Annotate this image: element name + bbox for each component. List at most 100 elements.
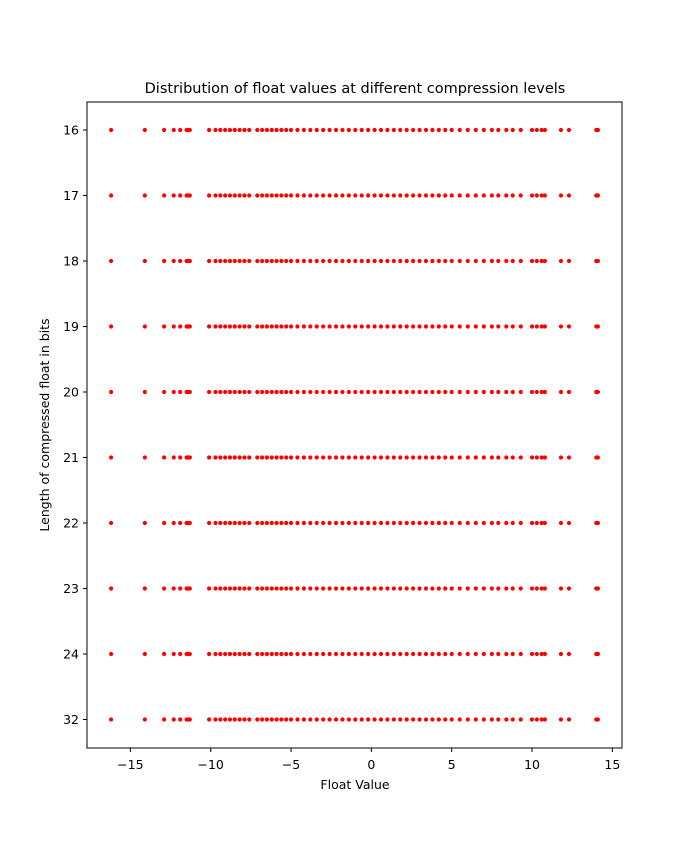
data-point <box>504 717 509 722</box>
x-tick-label: −10 <box>198 757 224 772</box>
data-point <box>366 389 371 395</box>
data-point <box>308 520 313 526</box>
data-point <box>207 389 212 395</box>
data-point <box>288 586 294 591</box>
data-point <box>260 389 265 395</box>
data-point <box>264 717 270 722</box>
data-point <box>288 127 294 133</box>
data-point <box>295 586 300 591</box>
data-point <box>449 586 454 591</box>
data-point <box>232 193 237 198</box>
data-point <box>366 258 371 264</box>
data-point <box>207 324 212 329</box>
data-point <box>142 586 147 591</box>
data-point <box>218 193 223 198</box>
data-point <box>473 258 478 264</box>
data-point <box>558 193 564 198</box>
data-point <box>227 258 233 264</box>
data-point <box>162 389 167 395</box>
y-tick-label: 19 <box>63 319 79 334</box>
data-point <box>595 127 601 133</box>
data-point <box>353 651 358 657</box>
data-point <box>372 258 377 264</box>
data-point <box>353 193 358 198</box>
data-point <box>449 717 454 722</box>
data-point <box>218 324 223 329</box>
data-point <box>359 717 364 722</box>
data-point <box>398 258 403 264</box>
data-point <box>187 455 192 460</box>
data-point <box>321 651 326 657</box>
data-point <box>213 455 218 460</box>
data-point <box>171 455 176 460</box>
data-point <box>542 455 547 460</box>
data-point <box>430 520 435 526</box>
y-tick-label: 17 <box>63 188 79 203</box>
data-point <box>496 455 501 460</box>
data-point <box>269 193 274 198</box>
data-point <box>237 651 242 657</box>
data-point <box>274 324 279 329</box>
data-point <box>539 455 544 460</box>
data-point <box>504 586 509 591</box>
data-point <box>465 717 470 722</box>
data-point <box>411 586 416 591</box>
data-point <box>255 389 260 395</box>
data-point <box>457 193 462 198</box>
data-point <box>279 127 284 133</box>
data-point <box>518 586 523 591</box>
data-point <box>207 193 212 198</box>
data-point <box>457 324 462 329</box>
data-point <box>247 520 252 526</box>
data-point <box>510 324 515 329</box>
data-point <box>274 717 279 722</box>
data-point <box>558 455 564 460</box>
data-point <box>108 324 114 329</box>
data-point <box>327 455 332 460</box>
data-point <box>223 324 228 329</box>
data-point <box>295 389 300 395</box>
data-point <box>398 586 403 591</box>
data-point <box>218 127 223 133</box>
data-point <box>108 258 114 264</box>
data-point <box>142 455 147 460</box>
data-point <box>308 324 313 329</box>
data-point <box>274 389 279 395</box>
x-axis-label: Float Value <box>320 777 389 792</box>
data-point <box>366 651 371 657</box>
data-point <box>404 193 409 198</box>
x-axis-ticks: −15 −10 −5 0 5 10 15 <box>117 748 620 772</box>
data-point <box>242 258 247 264</box>
data-point <box>264 127 270 133</box>
data-point <box>430 258 435 264</box>
data-point <box>465 258 470 264</box>
data-point <box>269 389 274 395</box>
data-point <box>279 455 284 460</box>
data-point <box>518 324 523 329</box>
data-point <box>218 389 223 395</box>
data-point <box>108 193 114 198</box>
data-point <box>436 258 441 264</box>
data-point <box>398 651 403 657</box>
data-point <box>353 520 358 526</box>
x-tick-label: 5 <box>448 757 456 772</box>
data-point <box>187 193 192 198</box>
data-point <box>595 520 601 526</box>
data-point <box>404 389 409 395</box>
data-point <box>366 455 371 460</box>
data-point <box>529 520 535 526</box>
data-point <box>353 586 358 591</box>
data-point <box>264 651 270 657</box>
data-point <box>489 389 494 395</box>
data-point <box>227 717 233 722</box>
data-point <box>308 193 313 198</box>
data-point <box>314 258 319 264</box>
data-point <box>566 586 572 591</box>
data-point <box>288 717 294 722</box>
data-point <box>534 455 539 460</box>
data-point <box>308 651 313 657</box>
data-point <box>295 717 300 722</box>
data-point <box>269 258 274 264</box>
data-point <box>489 455 494 460</box>
data-point <box>504 455 509 460</box>
